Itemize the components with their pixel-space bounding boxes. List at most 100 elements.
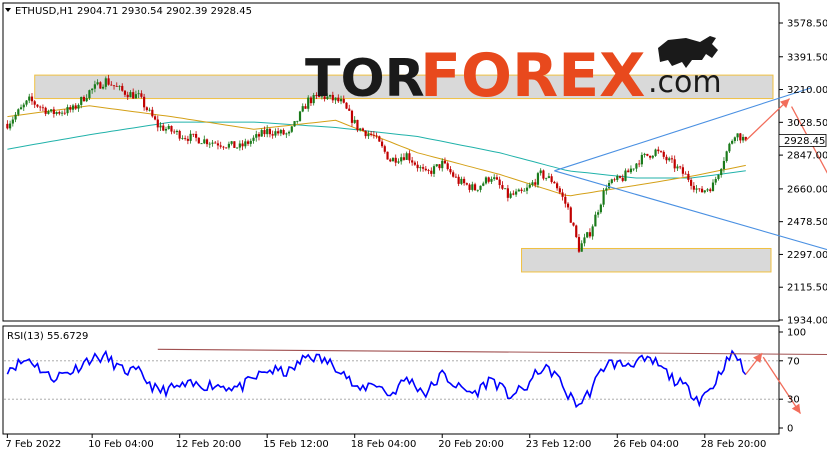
- candle-body: [457, 176, 460, 184]
- candle-body: [104, 78, 107, 87]
- candle-body: [329, 94, 332, 97]
- candle: [6, 120, 9, 130]
- candle: [471, 181, 474, 192]
- candle-body: [164, 128, 168, 131]
- candle: [372, 131, 375, 139]
- resistance-zone: [34, 74, 774, 100]
- candle-body: [173, 131, 176, 133]
- candle-body: [536, 173, 540, 185]
- collapse-icon[interactable]: [5, 8, 11, 12]
- candle-body: [495, 177, 499, 180]
- candle: [334, 97, 337, 104]
- candle: [320, 95, 323, 100]
- candle-body: [309, 97, 313, 104]
- candle: [162, 122, 165, 132]
- rsi-forecast-down-arrow-shaft: [762, 356, 802, 414]
- candle: [268, 127, 272, 138]
- candle-body: [50, 109, 53, 112]
- price-tick-label: 1934.00: [787, 316, 827, 327]
- candle-body: [452, 172, 455, 177]
- candle: [482, 181, 485, 187]
- time-tick-label: 18 Feb 04:00: [351, 439, 417, 450]
- candle: [402, 153, 406, 161]
- candle: [638, 159, 641, 168]
- time-tick-label: 7 Feb 2022: [5, 439, 61, 450]
- candle: [460, 176, 463, 186]
- candle-body: [577, 237, 581, 252]
- candle: [115, 82, 118, 87]
- candle-body: [427, 170, 430, 171]
- candle-body: [400, 157, 403, 162]
- rsi-tick-label: 100: [787, 328, 806, 339]
- price-tick-label: 2660.00: [787, 184, 827, 195]
- candle: [490, 176, 493, 185]
- candle-body: [424, 168, 427, 171]
- candle: [479, 185, 482, 193]
- candle-body: [506, 188, 509, 198]
- rsi-forecast-up-arrow-head: [753, 353, 763, 363]
- candle: [216, 140, 220, 150]
- candle: [230, 140, 233, 146]
- candle-body: [296, 120, 299, 122]
- candle: [566, 202, 570, 210]
- candle-body: [93, 84, 96, 89]
- candle-body: [391, 157, 395, 162]
- candle: [648, 155, 652, 160]
- candle: [397, 158, 400, 164]
- candle-body: [473, 184, 477, 191]
- candle: [389, 158, 392, 163]
- candle: [405, 151, 408, 161]
- candle: [575, 224, 578, 239]
- candle: [99, 81, 102, 89]
- candle: [731, 139, 734, 145]
- forecast-down-arrow: [791, 106, 827, 174]
- candle: [249, 138, 252, 147]
- candle-body: [151, 109, 154, 117]
- candle-body: [326, 96, 329, 100]
- rsi-levels: [4, 360, 778, 400]
- candle: [449, 166, 452, 175]
- candle-body: [318, 96, 321, 98]
- candle: [225, 147, 228, 149]
- candle: [17, 108, 20, 117]
- candle: [640, 152, 643, 168]
- rsi-forecast-up-arrow: [745, 352, 763, 375]
- candle-body: [523, 190, 526, 192]
- candle: [238, 140, 241, 151]
- candle-body: [167, 125, 170, 129]
- candle-body: [211, 142, 214, 144]
- candle: [586, 231, 589, 239]
- candle: [361, 127, 365, 131]
- candle-body: [96, 82, 99, 85]
- candle: [9, 120, 12, 131]
- candle-body: [446, 163, 449, 170]
- candle: [244, 138, 247, 149]
- lower-trendline: [554, 170, 827, 251]
- candle-body: [312, 95, 315, 104]
- candle-body: [421, 167, 425, 169]
- candle: [542, 169, 545, 181]
- candle-body: [411, 160, 414, 163]
- candle-body: [359, 128, 362, 131]
- candle: [517, 188, 520, 192]
- forecast-arrows: [745, 98, 827, 174]
- candle: [66, 104, 69, 116]
- candle-body: [556, 183, 559, 189]
- candle: [33, 99, 36, 109]
- support-zone: [521, 247, 772, 273]
- candle-body: [129, 92, 132, 98]
- candle: [50, 109, 53, 113]
- candle: [484, 176, 488, 185]
- candle-body: [293, 121, 296, 127]
- candle: [706, 188, 709, 192]
- rsi-tick-label: 30: [787, 395, 800, 406]
- candle-body: [353, 119, 356, 123]
- candle-body: [82, 96, 86, 102]
- candle: [665, 154, 668, 164]
- candle-body: [170, 125, 173, 132]
- candle: [208, 141, 211, 149]
- candle-body: [186, 138, 189, 141]
- candle-body: [216, 143, 220, 146]
- candle-body: [597, 212, 600, 215]
- candle-body: [711, 182, 715, 192]
